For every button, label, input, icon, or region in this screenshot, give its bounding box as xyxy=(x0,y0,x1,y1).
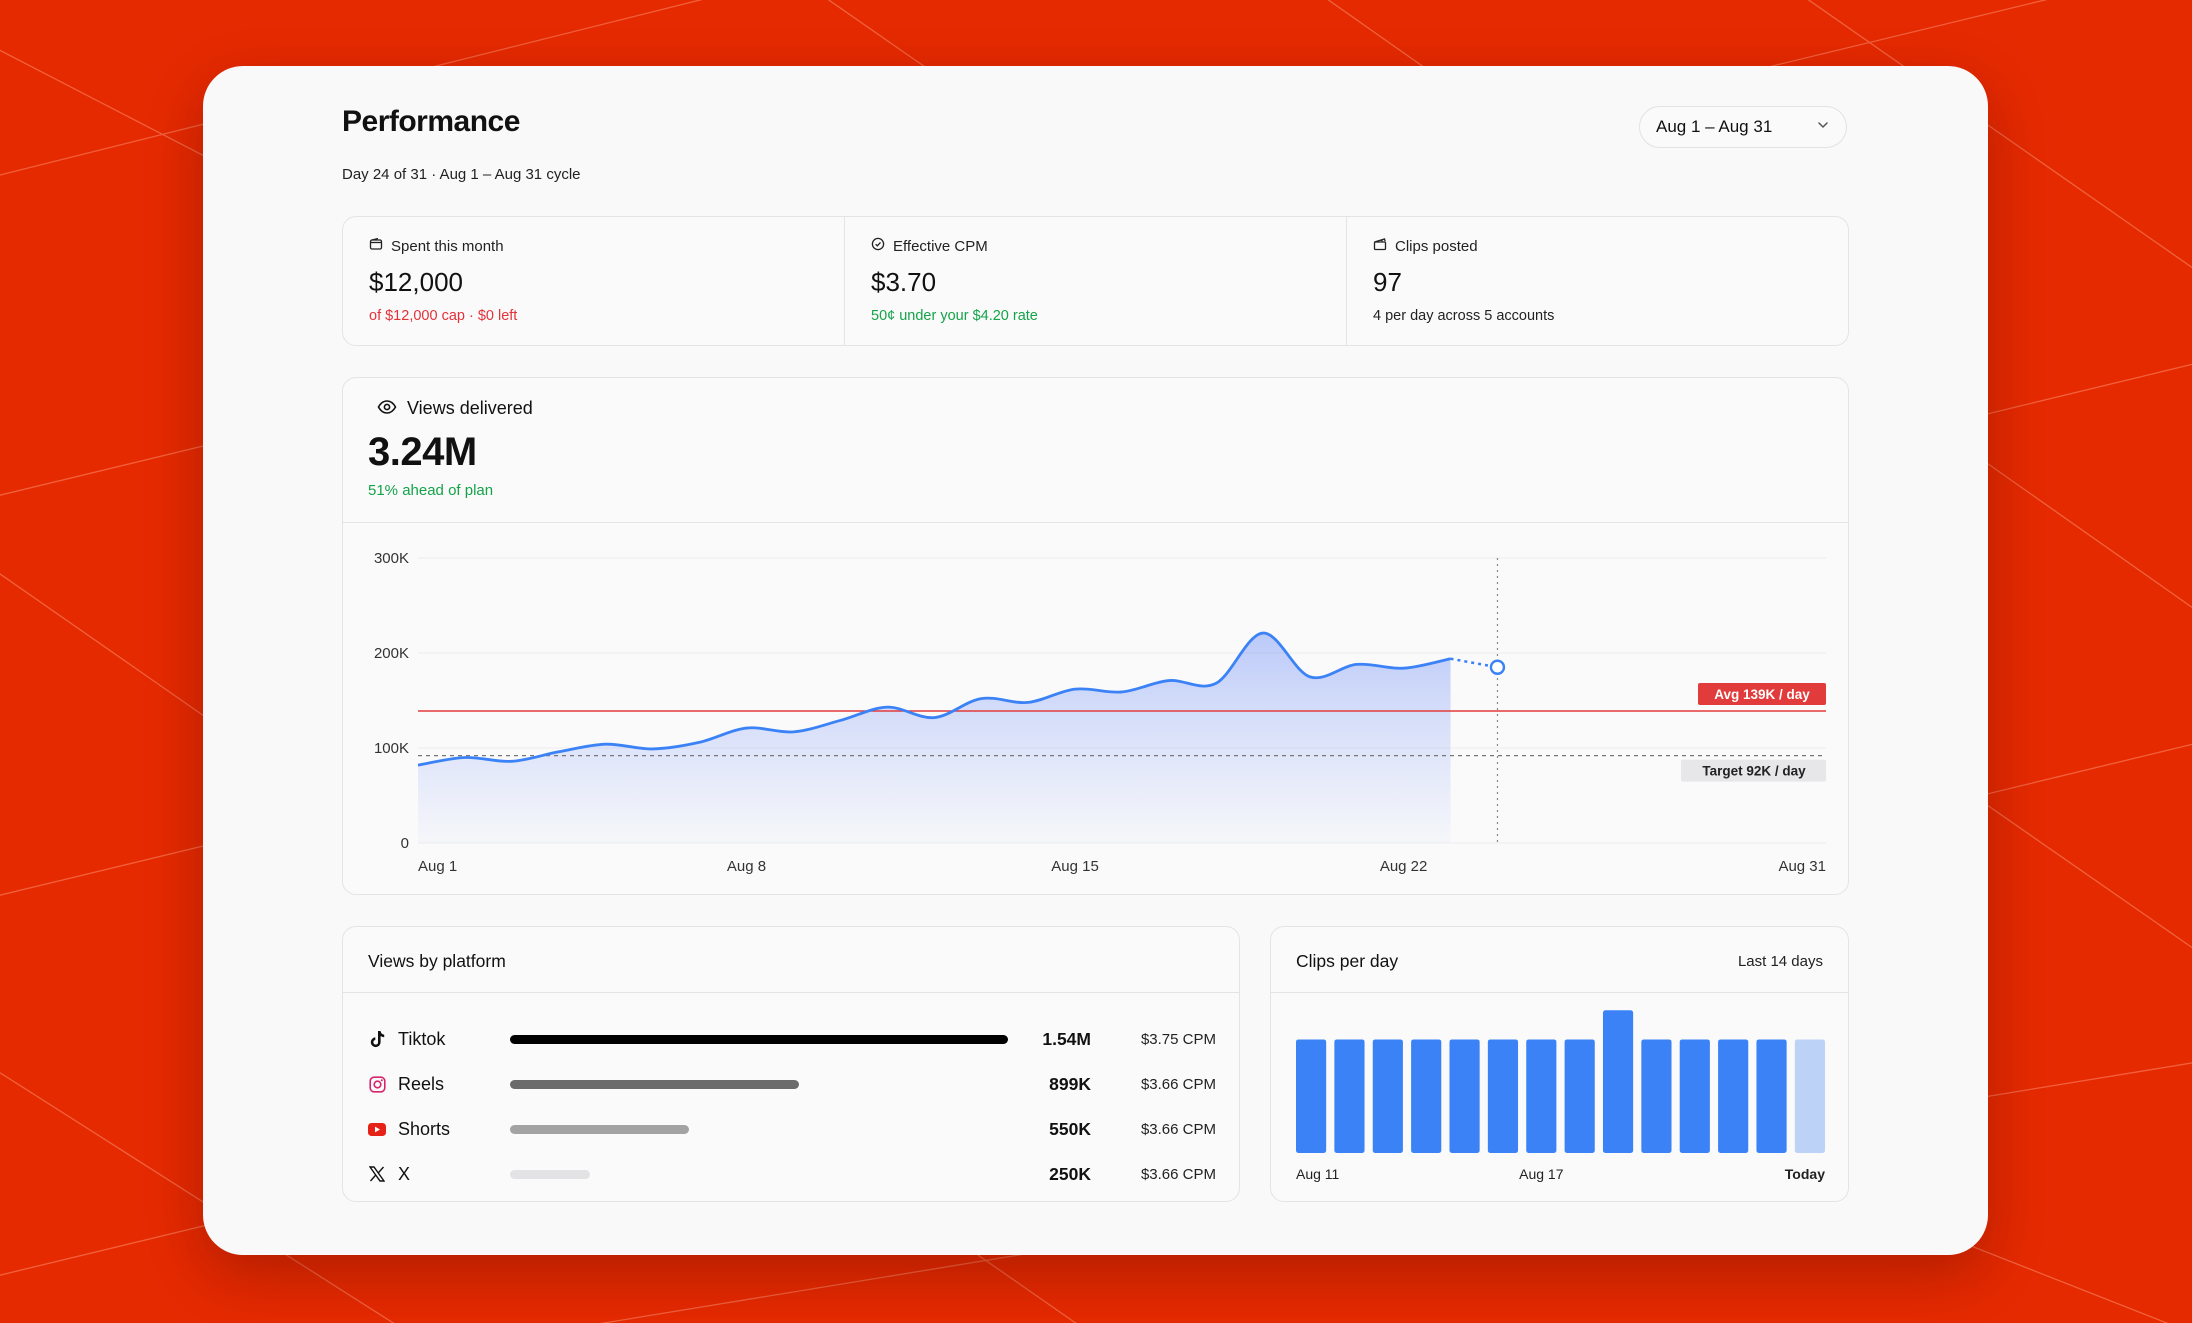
target-label-bg xyxy=(1681,759,1826,782)
platform-bar xyxy=(510,1034,1008,1044)
x-tick-label: Aug 8 xyxy=(727,858,766,875)
views-total: 3.24M xyxy=(368,430,477,474)
clips-bar xyxy=(1334,1039,1365,1153)
platform-views: 550K xyxy=(1049,1118,1091,1139)
y-tick-label: 100K xyxy=(374,740,409,757)
x-tick-label: Aug 31 xyxy=(1778,858,1826,875)
tiktok-icon xyxy=(368,1030,386,1048)
clips-bar xyxy=(1718,1039,1749,1153)
platform-panel: Views by platform Tiktok 1.54M $3.75 CPM… xyxy=(342,926,1240,1202)
platform-cpm: $3.66 CPM xyxy=(1140,1120,1216,1138)
clips-bar xyxy=(1794,1039,1825,1153)
platform-bar xyxy=(510,1124,689,1134)
x-tick-label: Aug 22 xyxy=(1380,858,1428,875)
badge-check-icon xyxy=(871,237,885,255)
views-chart: 0 100K 200K 300K Aug 1 Aug 8 Aug 15 Aug 22 Aug 3… xyxy=(374,550,1826,875)
x-tick-label: Aug 1 xyxy=(418,858,457,875)
platform-views: 899K xyxy=(1049,1073,1091,1094)
clips-bar xyxy=(1679,1039,1710,1153)
clips-x-label: Aug 17 xyxy=(1519,1166,1564,1182)
stat-value: $12,000 xyxy=(369,267,463,297)
platform-row-shorts: Shorts 550K $3.66 CPM xyxy=(368,1114,1216,1144)
clips-bar xyxy=(1296,1039,1327,1153)
views-divider xyxy=(343,522,1848,523)
avg-label: Avg 139K / day xyxy=(1714,687,1810,702)
views-panel: Views delivered 3.24M 51% ahead of plan … xyxy=(342,377,1849,895)
stat-value: $3.70 xyxy=(871,267,937,297)
stat-note: of $12,000 cap · $0 left xyxy=(369,308,518,324)
eye-icon xyxy=(377,398,397,419)
platform-divider xyxy=(343,992,1239,993)
platform-row-tiktok: Tiktok 1.54M $3.75 CPM xyxy=(368,1024,1216,1054)
platform-cpm: $3.66 CPM xyxy=(1140,1165,1216,1183)
clips-bar xyxy=(1526,1039,1557,1153)
platform-views: 1.54M xyxy=(1042,1028,1091,1049)
projection-point xyxy=(1489,659,1506,675)
views-label: Views delivered xyxy=(407,398,533,418)
stat-note: 4 per day across 5 accounts xyxy=(1373,308,1555,324)
clips-bar xyxy=(1372,1039,1403,1153)
clips-bar xyxy=(1411,1039,1442,1153)
platform-name: Tiktok xyxy=(398,1028,446,1049)
date-range-label: Aug 1 – Aug 31 xyxy=(1656,117,1773,136)
platform-cpm: $3.75 CPM xyxy=(1140,1030,1216,1048)
page-subtitle: Day 24 of 31 · Aug 1 – Aug 31 cycle xyxy=(342,166,581,183)
clips-chart: Aug 11 Aug 17 Today xyxy=(1296,1010,1825,1182)
stat-note: 50¢ under your $4.20 rate xyxy=(871,308,1038,324)
platform-name: Reels xyxy=(398,1073,445,1094)
platform-bar xyxy=(510,1079,799,1089)
stat-value: 97 xyxy=(1373,267,1402,297)
stat-label: Spent this month xyxy=(391,237,504,255)
platform-name: X xyxy=(398,1163,411,1184)
stat-clips: Clips posted 97 4 per day across 5 accou… xyxy=(1346,217,1848,345)
stat-spent: Spent this month $12,000 of $12,000 cap … xyxy=(343,217,844,345)
x-tick-label: Aug 15 xyxy=(1051,858,1099,875)
wallet-icon xyxy=(369,237,383,255)
platform-cpm: $3.66 CPM xyxy=(1140,1075,1216,1093)
y-tick-label: 0 xyxy=(401,835,409,852)
clips-x-label: Today xyxy=(1785,1166,1825,1182)
projection-line xyxy=(1450,657,1498,669)
clips-bar xyxy=(1487,1039,1519,1153)
avg-label-bg xyxy=(1698,682,1826,705)
clapperboard-icon xyxy=(1373,237,1387,255)
views-note: 51% ahead of plan xyxy=(368,482,494,499)
chevron-down-icon xyxy=(1816,117,1830,137)
page-title: Performance xyxy=(342,105,520,138)
clips-bar xyxy=(1602,1010,1634,1153)
stats-row: Spent this month $12,000 of $12,000 cap … xyxy=(342,216,1849,346)
clips-panel-title: Clips per day xyxy=(1296,951,1399,971)
y-tick-label: 300K xyxy=(374,550,409,567)
views-line xyxy=(417,631,1451,767)
clips-bar xyxy=(1564,1039,1595,1153)
y-tick-label: 200K xyxy=(374,645,409,662)
stat-label: Effective CPM xyxy=(893,237,988,255)
platform-bar xyxy=(510,1169,590,1179)
youtube-icon xyxy=(368,1120,386,1138)
clips-divider xyxy=(1271,992,1848,993)
platform-views: 250K xyxy=(1049,1163,1091,1184)
target-label: Target 92K / day xyxy=(1702,764,1806,779)
stat-label: Clips posted xyxy=(1395,237,1478,255)
date-range-select[interactable]: Aug 1 – Aug 31 xyxy=(1639,106,1847,148)
clips-bar xyxy=(1449,1039,1480,1153)
clips-bar xyxy=(1641,1039,1672,1153)
clips-range: Last 14 days xyxy=(1737,953,1823,970)
platform-row-reels: Reels 899K $3.66 CPM xyxy=(368,1069,1216,1099)
platform-row-x: X 250K $3.66 CPM xyxy=(368,1159,1216,1189)
x-icon xyxy=(368,1165,386,1183)
platform-name: Shorts xyxy=(398,1118,451,1139)
platform-panel-title: Views by platform xyxy=(368,951,506,971)
instagram-icon xyxy=(368,1075,386,1093)
clips-panel: Clips per day Last 14 days Aug 11 Aug 17 T… xyxy=(1270,926,1849,1202)
clips-x-label: Aug 11 xyxy=(1296,1166,1340,1182)
clips-bar xyxy=(1756,1039,1787,1153)
stat-cpm: Effective CPM $3.70 50¢ under your $4.20… xyxy=(844,217,1346,345)
